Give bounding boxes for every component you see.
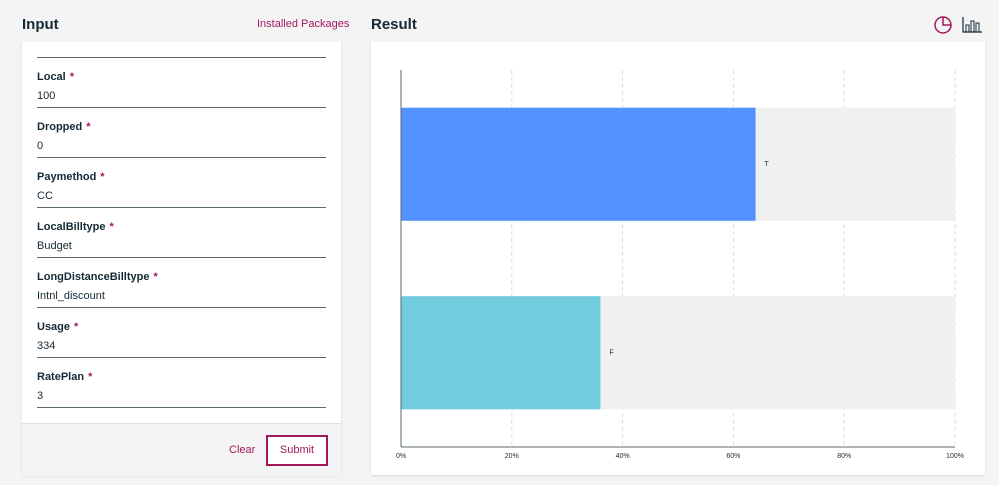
bar-label: T [765, 161, 770, 168]
field-label-text: Local [37, 71, 66, 83]
x-tick-label: 100% [946, 453, 964, 460]
field-value[interactable]: CC [37, 190, 53, 202]
required-star: * [69, 71, 75, 83]
field-label-text: Paymethod [37, 171, 97, 183]
result-title: Result [371, 16, 417, 33]
pie-chart-icon[interactable] [932, 14, 954, 36]
required-star: * [86, 121, 91, 133]
field-underline [37, 307, 326, 308]
field-label-text: LongDistanceBilltype [37, 271, 150, 283]
field-label: LongDistanceBilltype * [37, 271, 158, 283]
field-label-text: RatePlan [37, 371, 85, 383]
field-label: Local * [37, 71, 74, 83]
installed-packages-link[interactable]: Installed Packages [257, 18, 350, 30]
field-value[interactable]: 3 [37, 390, 44, 402]
bar [401, 107, 756, 221]
x-tick-label: 0% [396, 453, 406, 460]
bar-chart-icon[interactable] [962, 15, 984, 35]
required-star: * [109, 221, 114, 233]
required-star: * [100, 171, 105, 183]
clear-button[interactable]: Clear [229, 444, 256, 456]
x-tick-label: 80% [837, 453, 851, 460]
field-label: Paymethod * [37, 171, 105, 183]
field-label-text: Dropped [37, 121, 83, 133]
required-star: * [153, 271, 158, 283]
field-underline [37, 207, 326, 208]
bar [401, 296, 601, 410]
field-label: LocalBilltype * [37, 221, 114, 233]
field-underline [37, 407, 326, 408]
submit-button[interactable]: Submit [266, 435, 328, 466]
field-value[interactable]: Intnl_discount [37, 290, 105, 302]
field-label: Usage * [37, 321, 78, 333]
field-value[interactable]: 0 [37, 140, 44, 152]
bar-label: F [609, 350, 613, 357]
field-underline [37, 57, 326, 58]
field-label-text: Usage [37, 321, 71, 333]
field-label-text: LocalBilltype [37, 221, 106, 233]
required-star: * [74, 321, 79, 333]
x-tick-label: 40% [616, 453, 630, 460]
required-star: * [88, 371, 93, 383]
field-value[interactable]: 100 [37, 90, 56, 102]
form-footer: Clear Submit [22, 423, 341, 476]
field-label: Dropped * [37, 121, 91, 133]
x-tick-label: 20% [505, 453, 519, 460]
chart: 0% 20% 40% 60% 80% 100% T F [396, 70, 964, 460]
field-underline [37, 107, 326, 108]
result-panel: 0% 20% 40% 60% 80% 100% T F [371, 42, 985, 475]
input-title: Input [22, 16, 59, 33]
field-underline [37, 357, 326, 358]
field-underline [37, 157, 326, 158]
field-value[interactable]: 334 [37, 340, 56, 352]
x-tick-label: 60% [726, 453, 740, 460]
input-panel: Clear Submit Local * 100 Dropped * 0 Paymethod… [22, 42, 341, 476]
field-value[interactable]: Budget [37, 240, 72, 252]
field-label: RatePlan * [37, 371, 92, 383]
field-underline [37, 257, 326, 258]
